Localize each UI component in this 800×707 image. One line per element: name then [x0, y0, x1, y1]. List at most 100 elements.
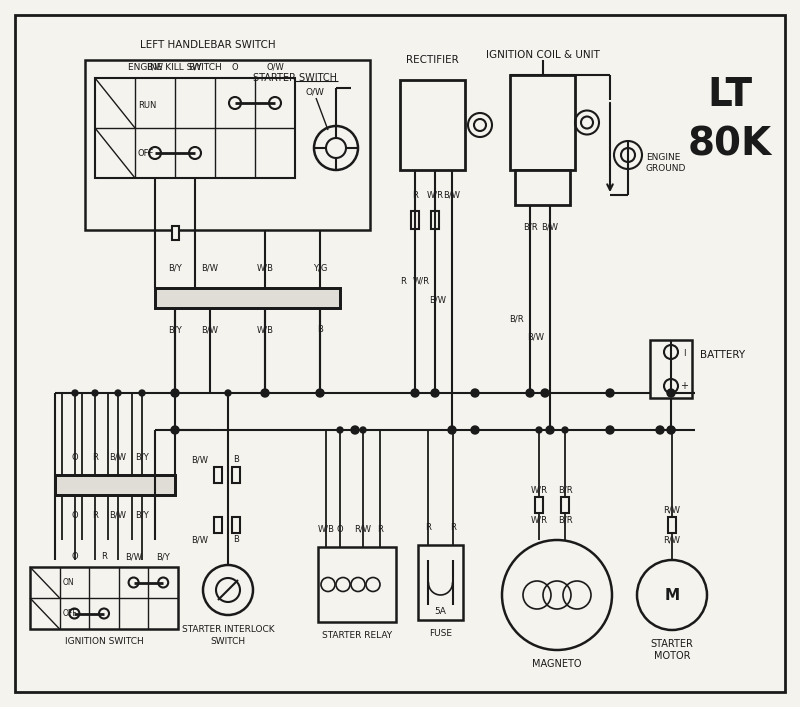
Circle shape: [536, 427, 542, 433]
Circle shape: [225, 390, 231, 396]
Text: W/R: W/R: [426, 190, 443, 199]
Text: W/R: W/R: [530, 486, 547, 494]
Text: MAGNETO: MAGNETO: [532, 659, 582, 669]
Text: W/R: W/R: [530, 515, 547, 525]
Text: SWITCH: SWITCH: [210, 638, 246, 646]
Bar: [155, 288, 340, 308]
Circle shape: [72, 390, 78, 396]
Bar: [85, 60, 370, 230]
Text: B/W: B/W: [110, 452, 126, 462]
Text: O: O: [72, 452, 78, 462]
Circle shape: [546, 426, 554, 434]
Bar: [55, 475, 175, 495]
Bar: [668, 517, 676, 533]
Text: B/Y: B/Y: [168, 264, 182, 272]
Text: B/Y: B/Y: [156, 552, 170, 561]
Circle shape: [471, 426, 479, 434]
Bar: [232, 517, 240, 533]
Circle shape: [261, 389, 269, 397]
Text: B/W: B/W: [191, 535, 208, 544]
Bar: [171, 226, 178, 240]
Text: R: R: [92, 510, 98, 520]
Text: STARTER INTERLOCK: STARTER INTERLOCK: [182, 626, 274, 634]
Bar: [214, 467, 222, 483]
Bar: [411, 211, 419, 229]
Text: B/R: B/R: [522, 223, 538, 231]
Bar: [650, 340, 692, 398]
Circle shape: [351, 426, 359, 434]
Text: B/W: B/W: [443, 190, 461, 199]
Text: W/R: W/R: [413, 277, 430, 286]
Bar: [431, 211, 439, 229]
Text: B/W: B/W: [202, 264, 218, 272]
Bar: [30, 567, 178, 629]
Text: R: R: [425, 522, 431, 532]
Circle shape: [667, 389, 675, 397]
Text: FUSE: FUSE: [429, 629, 452, 638]
Text: O: O: [72, 510, 78, 520]
Text: 5A: 5A: [434, 607, 446, 617]
Circle shape: [431, 389, 439, 397]
Text: I: I: [682, 349, 686, 358]
Text: R: R: [412, 190, 418, 199]
Text: B/W: B/W: [191, 455, 208, 464]
Text: B/R: B/R: [558, 515, 572, 525]
Text: B/Y: B/Y: [168, 325, 182, 334]
Text: R/W: R/W: [354, 525, 371, 534]
Text: B: B: [317, 325, 323, 334]
Text: B/W: B/W: [527, 333, 545, 342]
Circle shape: [471, 389, 479, 397]
Text: B: B: [233, 455, 239, 464]
Circle shape: [171, 389, 179, 397]
Text: ENGINE
GROUND: ENGINE GROUND: [646, 153, 686, 173]
Text: W/B: W/B: [257, 264, 274, 272]
Circle shape: [411, 389, 419, 397]
Text: O/W: O/W: [266, 63, 284, 72]
Text: B/W: B/W: [542, 223, 558, 231]
Text: O: O: [337, 525, 343, 534]
Text: R: R: [377, 525, 383, 534]
Circle shape: [171, 426, 179, 434]
Text: B: B: [233, 535, 239, 544]
Bar: [214, 517, 222, 533]
Text: R: R: [400, 277, 406, 286]
Text: B/Y: B/Y: [135, 452, 149, 462]
Text: 80K: 80K: [688, 126, 772, 164]
Text: OFF: OFF: [62, 609, 78, 618]
Text: OFF: OFF: [138, 149, 154, 158]
Circle shape: [541, 389, 549, 397]
Text: B/W: B/W: [110, 510, 126, 520]
Text: R/W: R/W: [663, 535, 681, 544]
Circle shape: [606, 426, 614, 434]
Circle shape: [562, 427, 568, 433]
Text: RECTIFIER: RECTIFIER: [406, 55, 459, 65]
Text: MOTOR: MOTOR: [654, 651, 690, 661]
Text: O: O: [71, 552, 78, 561]
Text: R/W: R/W: [663, 506, 681, 515]
Text: ENGINE KILL SWITCH: ENGINE KILL SWITCH: [128, 63, 222, 72]
Circle shape: [656, 426, 664, 434]
Text: RUN: RUN: [138, 102, 156, 110]
Text: Y/G: Y/G: [313, 264, 327, 272]
Circle shape: [115, 390, 121, 396]
Bar: [515, 170, 570, 205]
Text: B/W: B/W: [202, 325, 218, 334]
Text: W/B: W/B: [318, 525, 334, 534]
Text: LT: LT: [707, 76, 753, 114]
Circle shape: [316, 389, 324, 397]
Bar: [535, 497, 543, 513]
Text: W/B: W/B: [257, 325, 274, 334]
Text: STARTER SWITCH: STARTER SWITCH: [253, 73, 337, 83]
Text: LEFT HANDLEBAR SWITCH: LEFT HANDLEBAR SWITCH: [140, 40, 275, 50]
Text: B/R: B/R: [558, 486, 572, 494]
Text: O/W: O/W: [306, 88, 325, 96]
Bar: [318, 547, 396, 622]
Text: IGNITION SWITCH: IGNITION SWITCH: [65, 636, 143, 645]
Bar: [510, 75, 575, 170]
Text: R: R: [450, 522, 456, 532]
Bar: [232, 467, 240, 483]
Text: BATTERY: BATTERY: [700, 350, 745, 360]
Text: B/Y: B/Y: [188, 63, 202, 72]
Circle shape: [139, 390, 145, 396]
Text: +: +: [680, 381, 688, 391]
